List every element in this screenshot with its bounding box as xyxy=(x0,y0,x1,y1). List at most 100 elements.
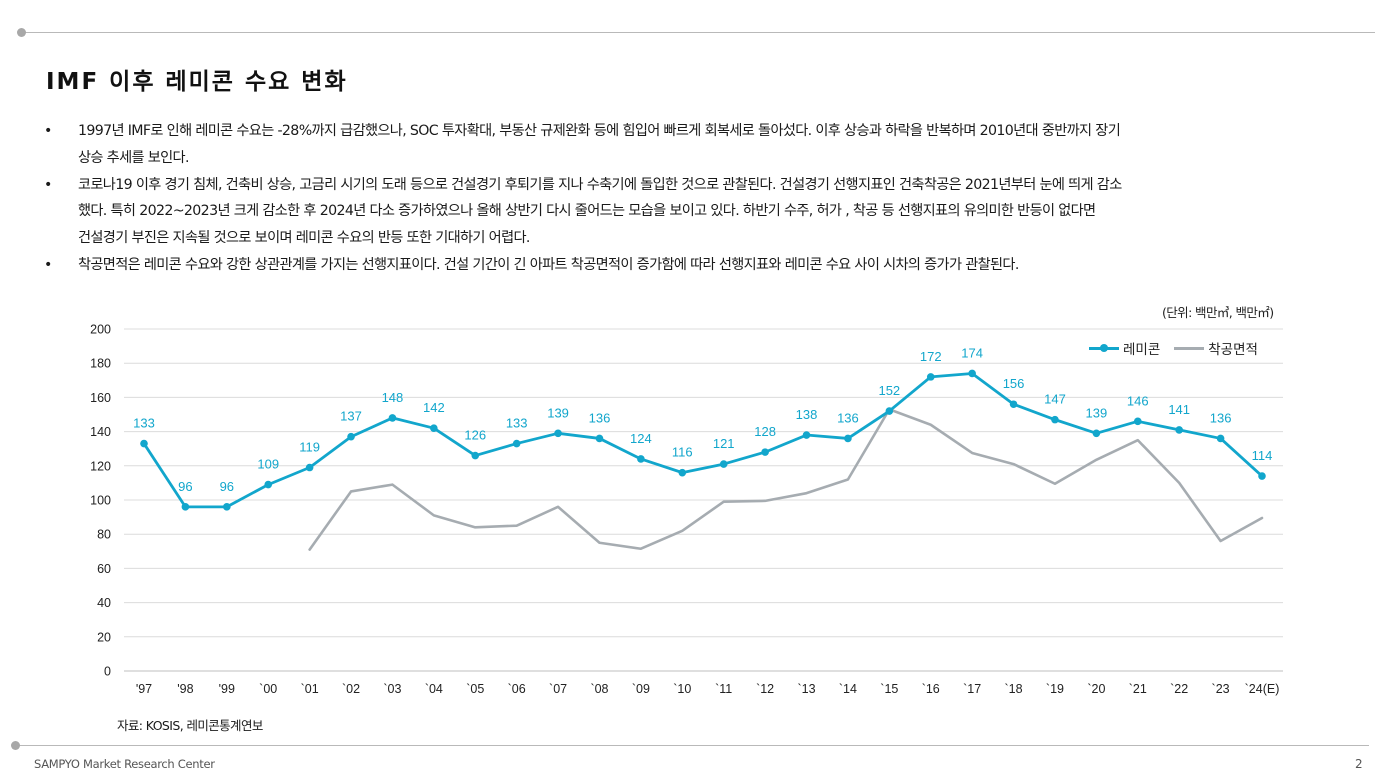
legend-swatch-start-area xyxy=(1174,346,1205,350)
x-tick-label: `24(E) xyxy=(1245,682,1280,696)
data-point xyxy=(1009,400,1018,409)
data-point xyxy=(430,424,438,432)
x-tick-label: `03 xyxy=(383,682,401,696)
data-point xyxy=(181,503,190,511)
data-point xyxy=(595,434,604,443)
page-title: IMF 이후 레미콘 수요 변화 xyxy=(46,69,348,95)
data-label: 137 xyxy=(340,409,362,424)
data-label: 174 xyxy=(961,345,983,360)
data-label: 152 xyxy=(878,383,900,398)
data-point xyxy=(926,373,935,381)
bullet-text-line: 상승 추세를 보인다. xyxy=(78,149,189,166)
x-tick-label: `14 xyxy=(839,682,857,696)
x-tick-label: `05 xyxy=(466,682,484,696)
legend-label-remicon: 레미콘 xyxy=(1123,342,1161,358)
data-label: 116 xyxy=(672,445,693,460)
y-tick-label: 200 xyxy=(90,323,111,337)
data-point xyxy=(388,414,397,422)
x-tick-label: `08 xyxy=(590,682,608,696)
series-line xyxy=(142,372,1264,509)
data-point xyxy=(347,432,355,441)
data-point xyxy=(719,460,728,468)
data-point xyxy=(1258,472,1266,480)
data-label: 96 xyxy=(178,479,192,494)
data-point xyxy=(844,434,852,443)
data-point xyxy=(761,448,769,456)
bullet-marker: • xyxy=(44,256,52,273)
data-point xyxy=(223,503,231,511)
y-tick-label: 100 xyxy=(90,494,111,508)
bullet-text-line: 1997년 IMF로 인해 레미콘 수요는 -28%까지 급감했으나, SOC … xyxy=(78,123,1121,139)
data-label: 133 xyxy=(133,416,155,431)
data-point xyxy=(264,480,273,489)
legend-label-start-area: 착공면적 xyxy=(1208,342,1258,358)
data-label: 148 xyxy=(382,390,404,405)
x-tick-label: `02 xyxy=(342,682,360,696)
bottom-divider xyxy=(16,745,1369,746)
page-number: 2 xyxy=(1355,757,1363,771)
x-tick-label: '99 xyxy=(219,682,235,696)
x-tick-label: `18 xyxy=(1005,682,1023,696)
y-tick-label: 0 xyxy=(104,665,111,679)
x-tick-label: `22 xyxy=(1170,682,1188,696)
data-label: 172 xyxy=(920,349,942,364)
y-tick-label: 120 xyxy=(90,459,111,473)
data-label: 96 xyxy=(220,479,234,494)
data-label: 136 xyxy=(1210,410,1232,425)
legend-marker-dot xyxy=(1100,344,1108,352)
data-label: 109 xyxy=(257,457,279,472)
footer-org-name: SAMPYO Market Research Center xyxy=(34,757,215,771)
y-tick-label: 60 xyxy=(97,562,111,576)
data-point xyxy=(1133,417,1142,426)
data-label: 142 xyxy=(423,400,445,415)
x-tick-label: `04 xyxy=(425,682,443,696)
data-label: 119 xyxy=(299,440,320,455)
x-tick-label: `11 xyxy=(715,682,732,696)
data-label: 126 xyxy=(464,428,486,443)
data-label: 121 xyxy=(713,436,735,451)
y-tick-label: 140 xyxy=(90,425,111,439)
data-label: 146 xyxy=(1127,393,1149,408)
bullet-item-1: • 1997년 IMF로 인해 레미콘 수요는 -28%까지 급감했으나, SO… xyxy=(44,118,1334,172)
y-tick-label: 160 xyxy=(90,391,111,405)
y-tick-label: 180 xyxy=(90,357,111,371)
bullet-text-line: 했다. 특히 2022~2023년 크게 감소한 후 2024년 다소 증가하였… xyxy=(78,203,1096,220)
data-point xyxy=(1175,426,1183,434)
data-label: 138 xyxy=(796,407,818,422)
legend-swatch-remicon xyxy=(1089,344,1119,352)
data-label: 156 xyxy=(1003,376,1025,391)
bullet-item-2: • 코로나19 이후 경기 침체, 건축비 상승, 고금리 시기의 도래 등으로… xyxy=(44,172,1334,252)
data-label: 139 xyxy=(1086,405,1108,420)
x-tick-label: `23 xyxy=(1212,682,1230,696)
data-label: 124 xyxy=(630,431,652,446)
y-tick-label: 40 xyxy=(97,596,111,610)
data-label: 139 xyxy=(547,405,569,420)
data-point xyxy=(885,407,894,415)
legend-item-remicon: 레미콘 xyxy=(1089,338,1160,358)
series-line xyxy=(308,408,1264,551)
bullet-text-line: 코로나19 이후 경기 침체, 건축비 상승, 고금리 시기의 도래 등으로 건… xyxy=(78,176,1122,193)
bottom-divider-dot xyxy=(11,741,20,750)
x-tick-label: `07 xyxy=(549,682,567,696)
y-tick-label: 80 xyxy=(97,528,111,542)
unit-note: (단위: 백만㎥, 백만㎡) xyxy=(1162,305,1274,320)
x-tick-label: `13 xyxy=(797,682,815,696)
bullet-text-line: 착공면적은 레미콘 수요와 강한 상관관계를 가지는 선행지표이다. 건설 기간… xyxy=(78,256,1019,273)
x-tick-label: `00 xyxy=(259,682,277,696)
data-point xyxy=(678,468,687,477)
x-tick-label: `06 xyxy=(508,682,526,696)
y-tick-label: 20 xyxy=(97,630,111,644)
chart-legend: 레미콘 착공면적 xyxy=(1089,338,1272,358)
data-point xyxy=(554,429,562,438)
bullet-list: • 1997년 IMF로 인해 레미콘 수요는 -28%까지 급감했으나, SO… xyxy=(44,118,1334,279)
x-tick-label: `12 xyxy=(756,682,774,696)
top-divider xyxy=(22,32,1375,33)
data-point xyxy=(140,439,148,448)
bullet-item-3: • 착공면적은 레미콘 수요와 강한 상관관계를 가지는 선행지표이다. 건설 … xyxy=(44,252,1334,279)
data-point xyxy=(1092,429,1101,438)
source-note: 자료: KOSIS, 레미콘통계연보 xyxy=(117,718,263,733)
data-label: 141 xyxy=(1168,402,1190,417)
data-label: 147 xyxy=(1044,392,1066,407)
top-divider-dot xyxy=(17,28,26,37)
x-tick-label: `20 xyxy=(1087,682,1105,696)
